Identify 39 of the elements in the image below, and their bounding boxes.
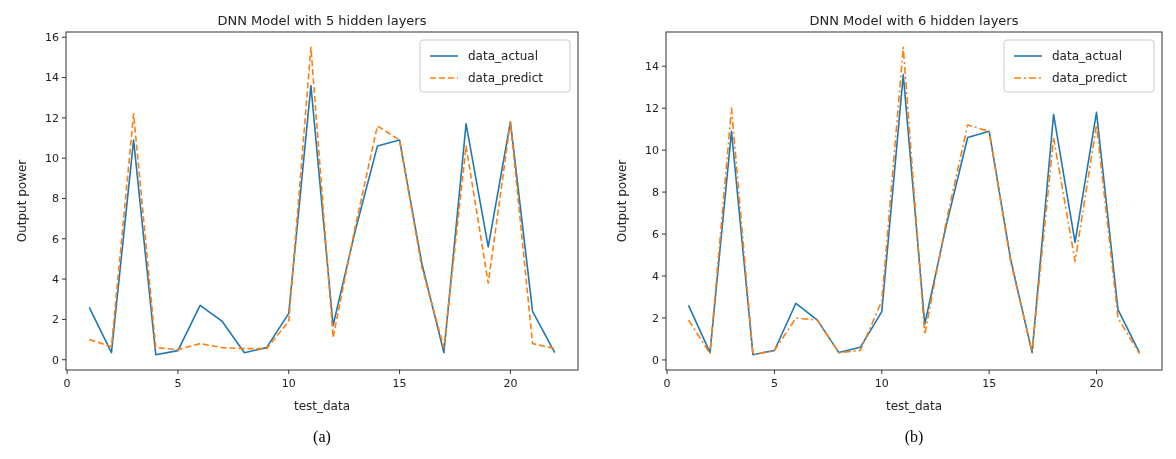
y-axis-title: Output power — [15, 159, 29, 243]
y-tick-label: 0 — [52, 353, 59, 367]
legend-label: data_actual — [468, 49, 538, 64]
y-tick-label: 0 — [652, 353, 659, 367]
y-tick-label: 2 — [52, 313, 59, 327]
x-tick-label: 5 — [174, 377, 182, 390]
x-tick-label: 15 — [982, 377, 997, 390]
y-tick-label: 10 — [45, 152, 59, 166]
y-tick-label: 12 — [45, 111, 59, 125]
y-tick-label: 8 — [52, 192, 59, 206]
x-tick-label: 0 — [63, 377, 71, 390]
x-tick-label: 0 — [663, 377, 671, 390]
y-tick-label: 12 — [645, 102, 659, 116]
y-tick-label: 14 — [45, 71, 59, 85]
y-tick-label: 6 — [652, 227, 659, 241]
chart-title: DNN Model with 5 hidden layers — [217, 13, 427, 28]
x-tick-label: 10 — [874, 377, 889, 390]
chart-title: DNN Model with 6 hidden layers — [809, 13, 1019, 28]
y-tick-label: 16 — [45, 31, 59, 45]
y-axis-title: Output power — [615, 159, 629, 243]
y-tick-label: 4 — [52, 272, 59, 286]
y-tick-label: 4 — [652, 269, 659, 283]
x-tick-label: 15 — [392, 377, 407, 390]
y-tick-label: 6 — [52, 232, 59, 246]
x-tick-label: 10 — [281, 377, 296, 390]
x-axis-title: test_data — [885, 399, 943, 413]
y-tick-label: 2 — [652, 311, 659, 325]
x-axis-title: test_data — [293, 399, 351, 413]
legend-label: data_actual — [1052, 49, 1122, 64]
y-tick-label: 10 — [645, 143, 659, 157]
x-tick-label: 20 — [503, 377, 518, 390]
x-tick-label: 20 — [1089, 377, 1104, 390]
y-tick-label: 14 — [645, 60, 659, 74]
text: (a) — [313, 428, 331, 446]
y-tick-label: 8 — [652, 185, 659, 199]
legend-label: data_predict — [1052, 71, 1128, 86]
x-tick-label: 5 — [770, 377, 778, 390]
legend-label: data_predict — [468, 71, 544, 86]
text: (b) — [904, 428, 924, 446]
